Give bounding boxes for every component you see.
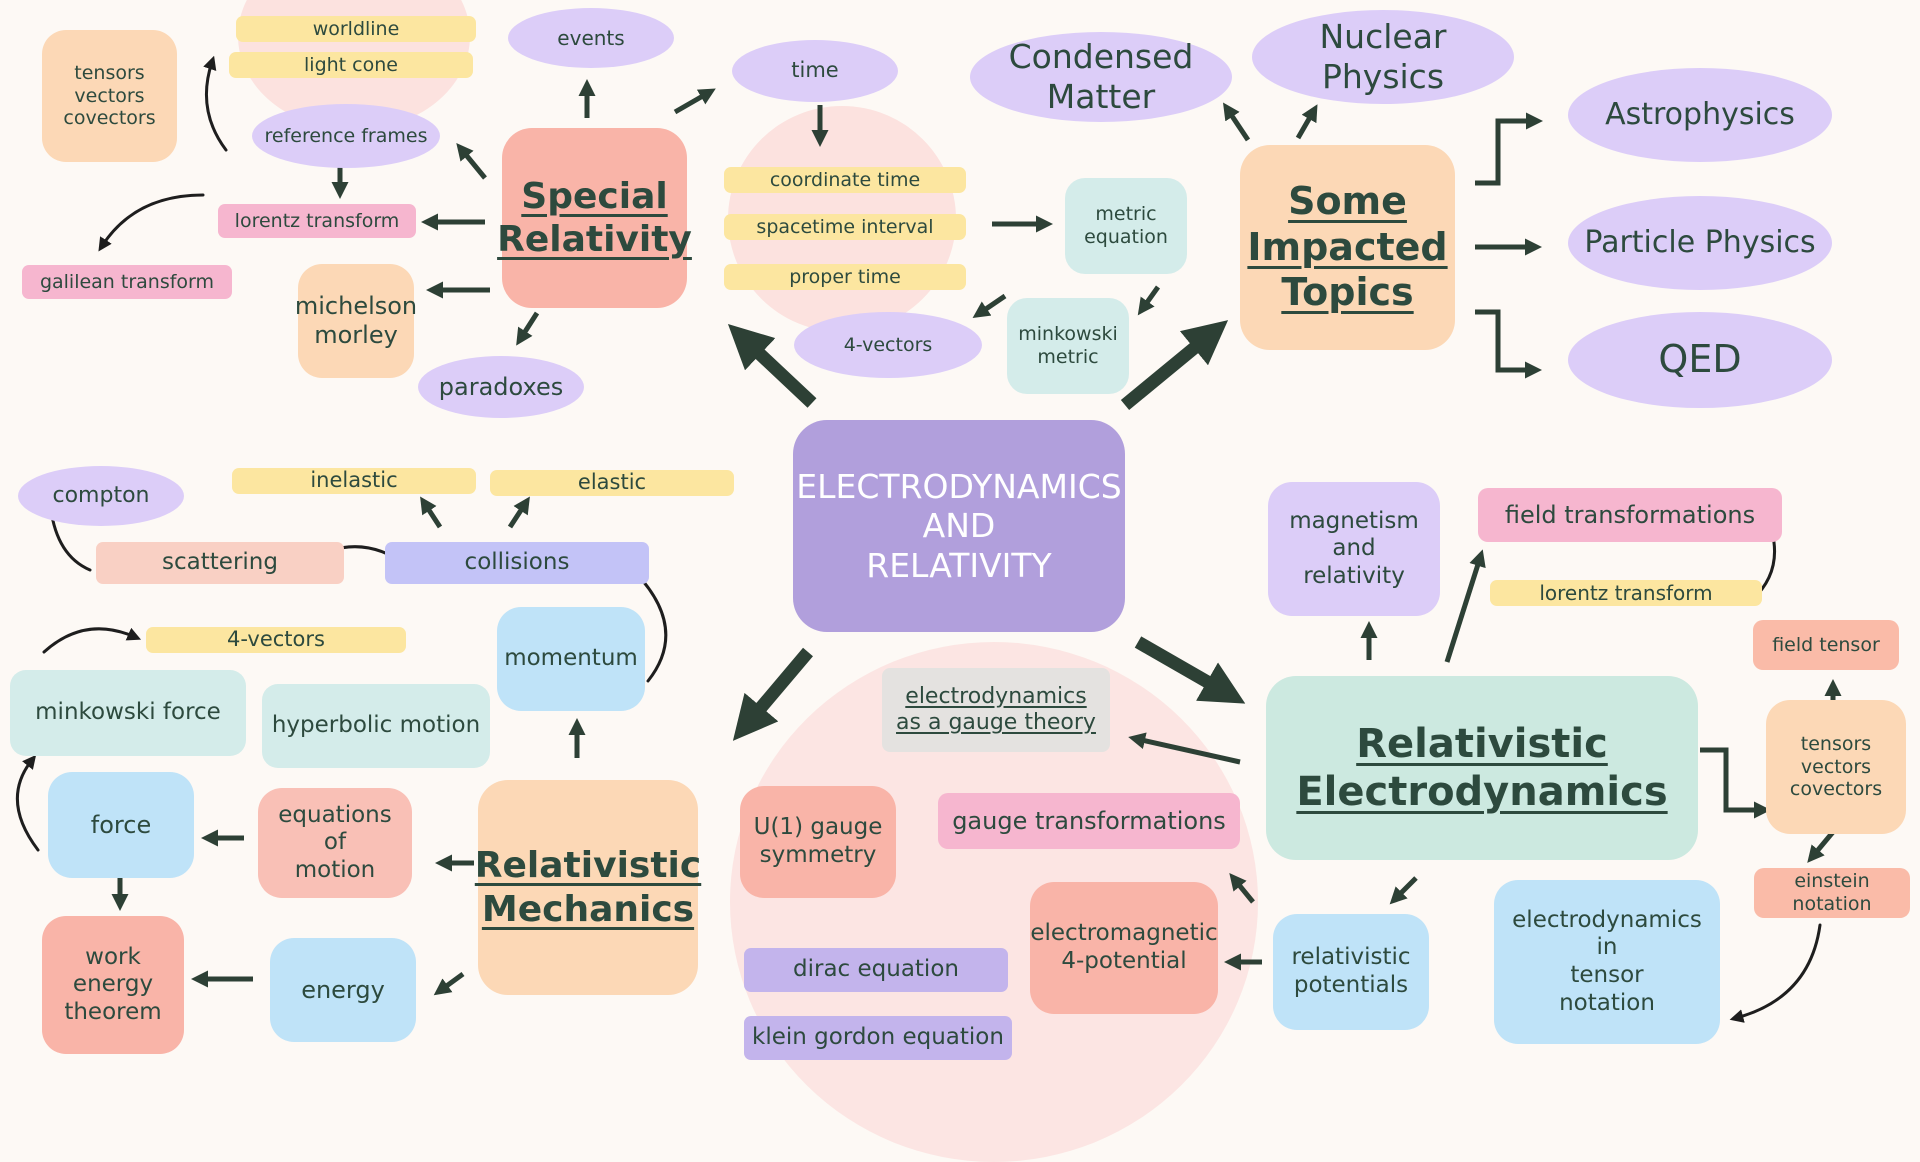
relativistic-electrodynamics-hub: Relativistic Electrodynamics — [1266, 676, 1698, 860]
elastic-node: elastic — [490, 470, 734, 496]
gauge-theory-label: electrodynamics as a gauge theory — [896, 683, 1096, 735]
galilean-transform-node: galilean transform — [22, 265, 232, 299]
u1-gauge-symmetry-node: U(1) gauge symmetry — [740, 786, 896, 898]
qed-node: QED — [1568, 312, 1832, 408]
collisions-node: collisions — [385, 542, 649, 584]
work-energy-theorem-node: work energy theorem — [42, 916, 184, 1054]
michelson-morley-node: michelson morley — [295, 264, 417, 378]
gauge-theory-node: electrodynamics as a gauge theory — [882, 668, 1110, 752]
dirac-equation-node: dirac equation — [744, 948, 1008, 992]
tensors-node-re: tensors vectors covectors — [1766, 700, 1906, 834]
four-vectors-rm-node: 4-vectors — [146, 627, 406, 653]
gauge-transformations-node: gauge transformations — [938, 793, 1240, 849]
minkowski-metric-node: minkowski metric — [1007, 298, 1129, 394]
relativistic-potentials-node: relativistic potentials — [1273, 914, 1429, 1030]
time-node: time — [732, 40, 898, 102]
reference-frames-node: reference frames — [252, 104, 440, 168]
hyperbolic-motion-node: hyperbolic motion — [262, 684, 490, 768]
einstein-notation-node: einstein notation — [1754, 868, 1910, 918]
momentum-node: momentum — [497, 607, 645, 711]
particle-physics-node: Particle Physics — [1568, 196, 1832, 290]
tensor-notation-node: electrodynamics in tensor notation — [1494, 880, 1720, 1044]
spacetime-interval-node: spacetime interval — [724, 214, 966, 240]
light-cone-label: light cone — [229, 52, 473, 78]
proper-time-node: proper time — [724, 264, 966, 290]
minkowski-force-node: minkowski force — [10, 670, 246, 756]
coordinate-time-node: coordinate time — [724, 167, 966, 193]
special-relativity-hub: Special Relativity — [497, 128, 692, 308]
scattering-node: scattering — [96, 542, 344, 584]
center-node: ELECTRODYNAMICS AND RELATIVITY — [793, 420, 1125, 632]
astrophysics-node: Astrophysics — [1568, 68, 1832, 162]
field-tensor-node: field tensor — [1753, 620, 1899, 670]
force-node: force — [48, 772, 194, 878]
compton-node: compton — [18, 466, 184, 526]
relativistic-mechanics-hub: Relativistic Mechanics — [475, 780, 701, 995]
energy-node: energy — [270, 938, 416, 1042]
events-node: events — [508, 8, 674, 68]
nuclear-physics-node: Nuclear Physics — [1252, 10, 1514, 104]
lorentz-transform-re-node: lorentz transform — [1490, 580, 1762, 606]
tensors-node-top: tensors vectors covectors — [42, 30, 177, 162]
metric-equation-node: metric equation — [1065, 178, 1187, 274]
paradoxes-node: paradoxes — [418, 356, 584, 418]
em-4-potential-node: electromagnetic 4-potential — [1030, 882, 1218, 1014]
mind-map-canvas: ELECTRODYNAMICS AND RELATIVITY Special R… — [10, 0, 1910, 1162]
impacted-topics-hub: Some Impacted Topics — [1240, 145, 1455, 350]
field-transformations-node: field transformations — [1478, 488, 1782, 542]
inelastic-node: inelastic — [232, 468, 476, 494]
condensed-matter-node: Condensed Matter — [970, 32, 1232, 122]
worldline-label: worldline — [236, 16, 476, 42]
four-vectors-sr-node: 4-vectors — [794, 312, 982, 378]
magnetism-relativity-node: magnetism and relativity — [1268, 482, 1440, 616]
equations-of-motion-node: equations of motion — [258, 788, 412, 898]
connector-arrows — [15, 55, 1842, 1023]
lorentz-transform-node: lorentz transform — [218, 204, 416, 238]
klein-gordon-node: klein gordon equation — [744, 1016, 1012, 1060]
